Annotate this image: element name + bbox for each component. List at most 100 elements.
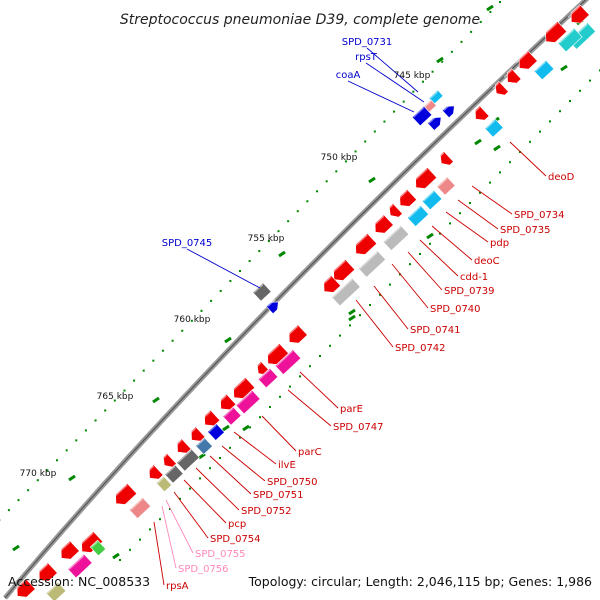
leader-rpsa (153, 521, 165, 586)
tick-dot-outer (65, 449, 68, 452)
leader-spd_0756 (161, 505, 177, 569)
tick-dot-outer (104, 409, 107, 412)
leader-spd_0739 (407, 251, 443, 291)
gene-feature-track-shape (382, 225, 410, 251)
tick-dot-outer (133, 379, 136, 382)
gene-feature-red-shine (112, 484, 128, 499)
gene-feature-track-shape (421, 189, 443, 211)
tick-dot-outer (431, 70, 434, 73)
gene-label-spd_0755: SPD_0755 (195, 549, 246, 560)
gene-feature-track-shine (258, 369, 271, 380)
tick-dot-outer (17, 499, 20, 502)
tick-dot-outer (402, 100, 405, 103)
gene-feature-track-shape (533, 59, 555, 81)
gene-feature-red-shine (330, 260, 346, 275)
major-tick (242, 424, 250, 432)
gene-label-spd_0735: SPD_0735 (500, 225, 551, 236)
tick-dot-inner (579, 89, 581, 92)
gene-label-pcp: pcp (228, 519, 246, 530)
tick-dot-outer (258, 250, 261, 253)
major-tick (426, 232, 434, 240)
tick-dot-inner (549, 120, 551, 123)
gene-feature-red-shine (567, 5, 581, 18)
gene-feature-red-shine (352, 234, 368, 249)
gene-feature-red (173, 438, 192, 454)
gene-feature-red (386, 203, 403, 218)
leader-spd_0755 (165, 499, 194, 554)
gene-feature-track (484, 118, 504, 138)
gene-feature-track-shine (485, 119, 496, 129)
major-tick (152, 396, 160, 404)
gene-feature-red-shine (503, 69, 513, 78)
tick-dot-inner (339, 334, 341, 337)
gene-feature-track-shine (422, 191, 435, 202)
gene-feature-red-shine (35, 563, 49, 576)
leader-spd_0731 (366, 47, 419, 93)
gene-feature-track-shine (165, 465, 176, 475)
gene-feature-red (230, 376, 256, 399)
gene-feature-red (145, 464, 164, 480)
tick-dot-outer (152, 359, 155, 362)
gene-feature-track-shape (128, 497, 152, 519)
gene-feature-forward-shape (252, 282, 272, 302)
gene-label-parc: parC (298, 447, 322, 458)
gene-label-spd_0734: SPD_0734 (514, 210, 565, 221)
gene-feature-red (567, 4, 590, 24)
tick-dot-outer (36, 479, 39, 482)
tick-dot-inner (559, 110, 561, 113)
major-tick (493, 144, 501, 152)
tick-dot-inner (219, 457, 221, 459)
gene-feature-track-shape (207, 423, 225, 441)
gene-feature-forward-shine (412, 107, 425, 118)
gene-label-spd_0740: SPD_0740 (430, 304, 481, 315)
gene-feature-track-shine (46, 583, 59, 594)
tick-dot-inner (129, 548, 131, 551)
gene-feature-red (412, 166, 438, 189)
gene-feature-red (515, 50, 538, 70)
tick-dot-inner (539, 130, 541, 133)
major-tick (12, 544, 20, 552)
tick-dot-outer (219, 289, 222, 292)
tick-marks (0, 1, 600, 561)
gene-feature-track-shape (357, 250, 387, 278)
leader-spd_0754 (173, 491, 209, 539)
gene-feature-red-shine (285, 325, 299, 338)
tick-dot-outer (113, 399, 116, 402)
leader-parc (261, 415, 297, 452)
gene-feature-track-shape (436, 176, 456, 196)
major-tick (224, 336, 232, 344)
tick-dot-inner (169, 508, 171, 510)
tick-dot-outer (190, 319, 193, 322)
major-tick (436, 56, 444, 64)
gene-label-pare: parE (340, 404, 363, 415)
gene-feature-red (160, 453, 177, 468)
tick-dot-outer (94, 419, 97, 422)
kbp-marker: 745 kbp (394, 71, 431, 81)
major-tick (68, 474, 76, 482)
leader-deoc (431, 225, 473, 261)
gene-feature-forward-shine (424, 100, 432, 108)
gene-feature-forward (411, 105, 433, 127)
gene-feature-track-shape (331, 277, 361, 307)
gene-feature-forward-shine (253, 283, 264, 293)
gene-feature-red-shine (542, 22, 558, 37)
gene-feature-track-shine (68, 554, 85, 570)
tick-dot-outer (181, 329, 184, 332)
tick-dot-outer (46, 469, 49, 472)
tick-dot-inner (189, 487, 191, 490)
genome-backbone (3, 0, 590, 600)
gene-feature-red-shine (515, 51, 529, 64)
tick-dot-outer (142, 369, 145, 372)
gene-feature-red (492, 81, 509, 96)
gene-feature-track-shape (222, 406, 242, 426)
gene-feature-red-shine (187, 427, 197, 436)
tick-dot-inner (299, 375, 301, 378)
tick-dot-inner (409, 263, 411, 266)
gene-feature-track (557, 27, 583, 53)
tick-dot-outer (75, 439, 78, 442)
map-title: Streptococcus pneumoniae D39, complete g… (120, 12, 480, 28)
tick-dot-outer (460, 40, 463, 43)
gene-label-spd_0750: SPD_0750 (267, 477, 318, 488)
leader-cdd-1 (419, 239, 459, 277)
